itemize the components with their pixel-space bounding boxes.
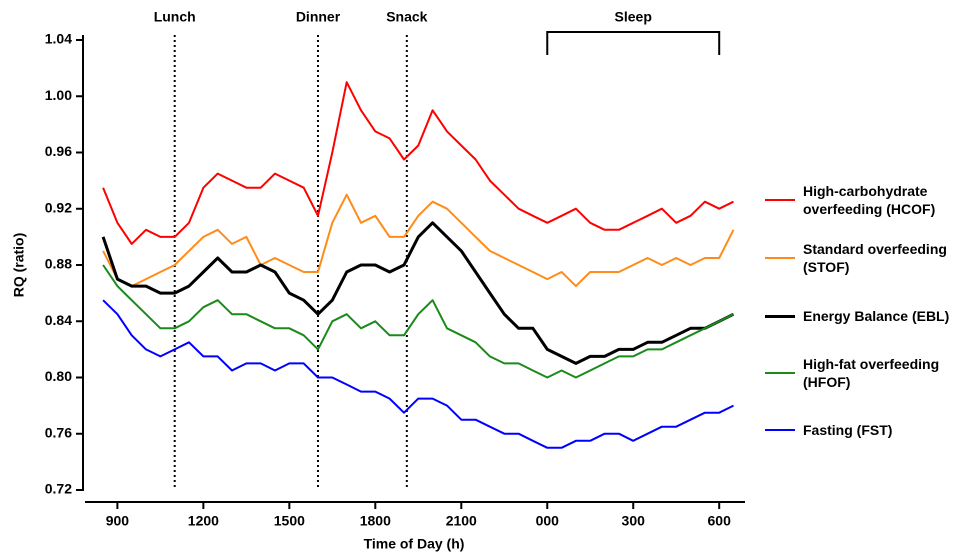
series-line: [101, 221, 735, 365]
x-tick-label: 1800: [360, 513, 391, 529]
x-tick-label: 000: [536, 513, 560, 529]
x-tick-label: 900: [106, 513, 130, 529]
legend-swatch: [765, 314, 795, 318]
legend-item: High-carbohydrate overfeeding (HCOF): [765, 182, 965, 218]
legend-item: Fasting (FST): [765, 412, 965, 448]
y-tick-label: 0.84: [45, 312, 72, 328]
legend-label: High-carbohydrate overfeeding (HCOF): [803, 183, 936, 217]
legend-swatch: [765, 199, 795, 201]
legend-label: Energy Balance (EBL): [803, 308, 950, 324]
y-tick-label: 0.96: [45, 143, 72, 159]
y-tick-label: 0.92: [45, 199, 72, 215]
x-axis-title: Time of Day (h): [364, 536, 465, 552]
meal-label: Lunch: [154, 9, 196, 25]
legend-item: Standard overfeeding (STOF): [765, 240, 965, 276]
legend-swatch: [765, 372, 795, 374]
series-line: [102, 81, 734, 245]
series-line: [102, 193, 735, 288]
x-tick-label: 1200: [188, 513, 219, 529]
x-tick-label: 1500: [274, 513, 305, 529]
y-tick-label: 0.80: [45, 368, 72, 384]
x-tick-label: 300: [622, 513, 646, 529]
y-tick-label: 0.76: [45, 424, 72, 440]
legend-swatch: [765, 257, 795, 259]
legend-label: Standard overfeeding (STOF): [803, 241, 947, 275]
sleep-bracket: [546, 31, 721, 55]
y-axis-title: RQ (ratio): [11, 233, 27, 298]
legend-item: Energy Balance (EBL): [765, 298, 965, 334]
series-line: [102, 299, 734, 449]
series-line: [102, 264, 734, 379]
legend-label: High-fat overfeeding (HFOF): [803, 356, 940, 390]
y-tick-label: 0.88: [45, 256, 72, 272]
legend-item: High-fat overfeeding (HFOF): [765, 355, 965, 391]
legend-swatch: [765, 429, 795, 431]
legend-label: Fasting (FST): [803, 422, 893, 438]
sleep-label: Sleep: [615, 9, 652, 25]
y-tick-label: 1.04: [45, 31, 72, 47]
y-tick-label: 0.72: [45, 481, 72, 497]
meal-label: Dinner: [296, 9, 341, 25]
x-tick-label: 2100: [446, 513, 477, 529]
y-tick-label: 1.00: [45, 87, 72, 103]
x-tick-label: 600: [708, 513, 732, 529]
meal-label: Snack: [386, 9, 427, 25]
